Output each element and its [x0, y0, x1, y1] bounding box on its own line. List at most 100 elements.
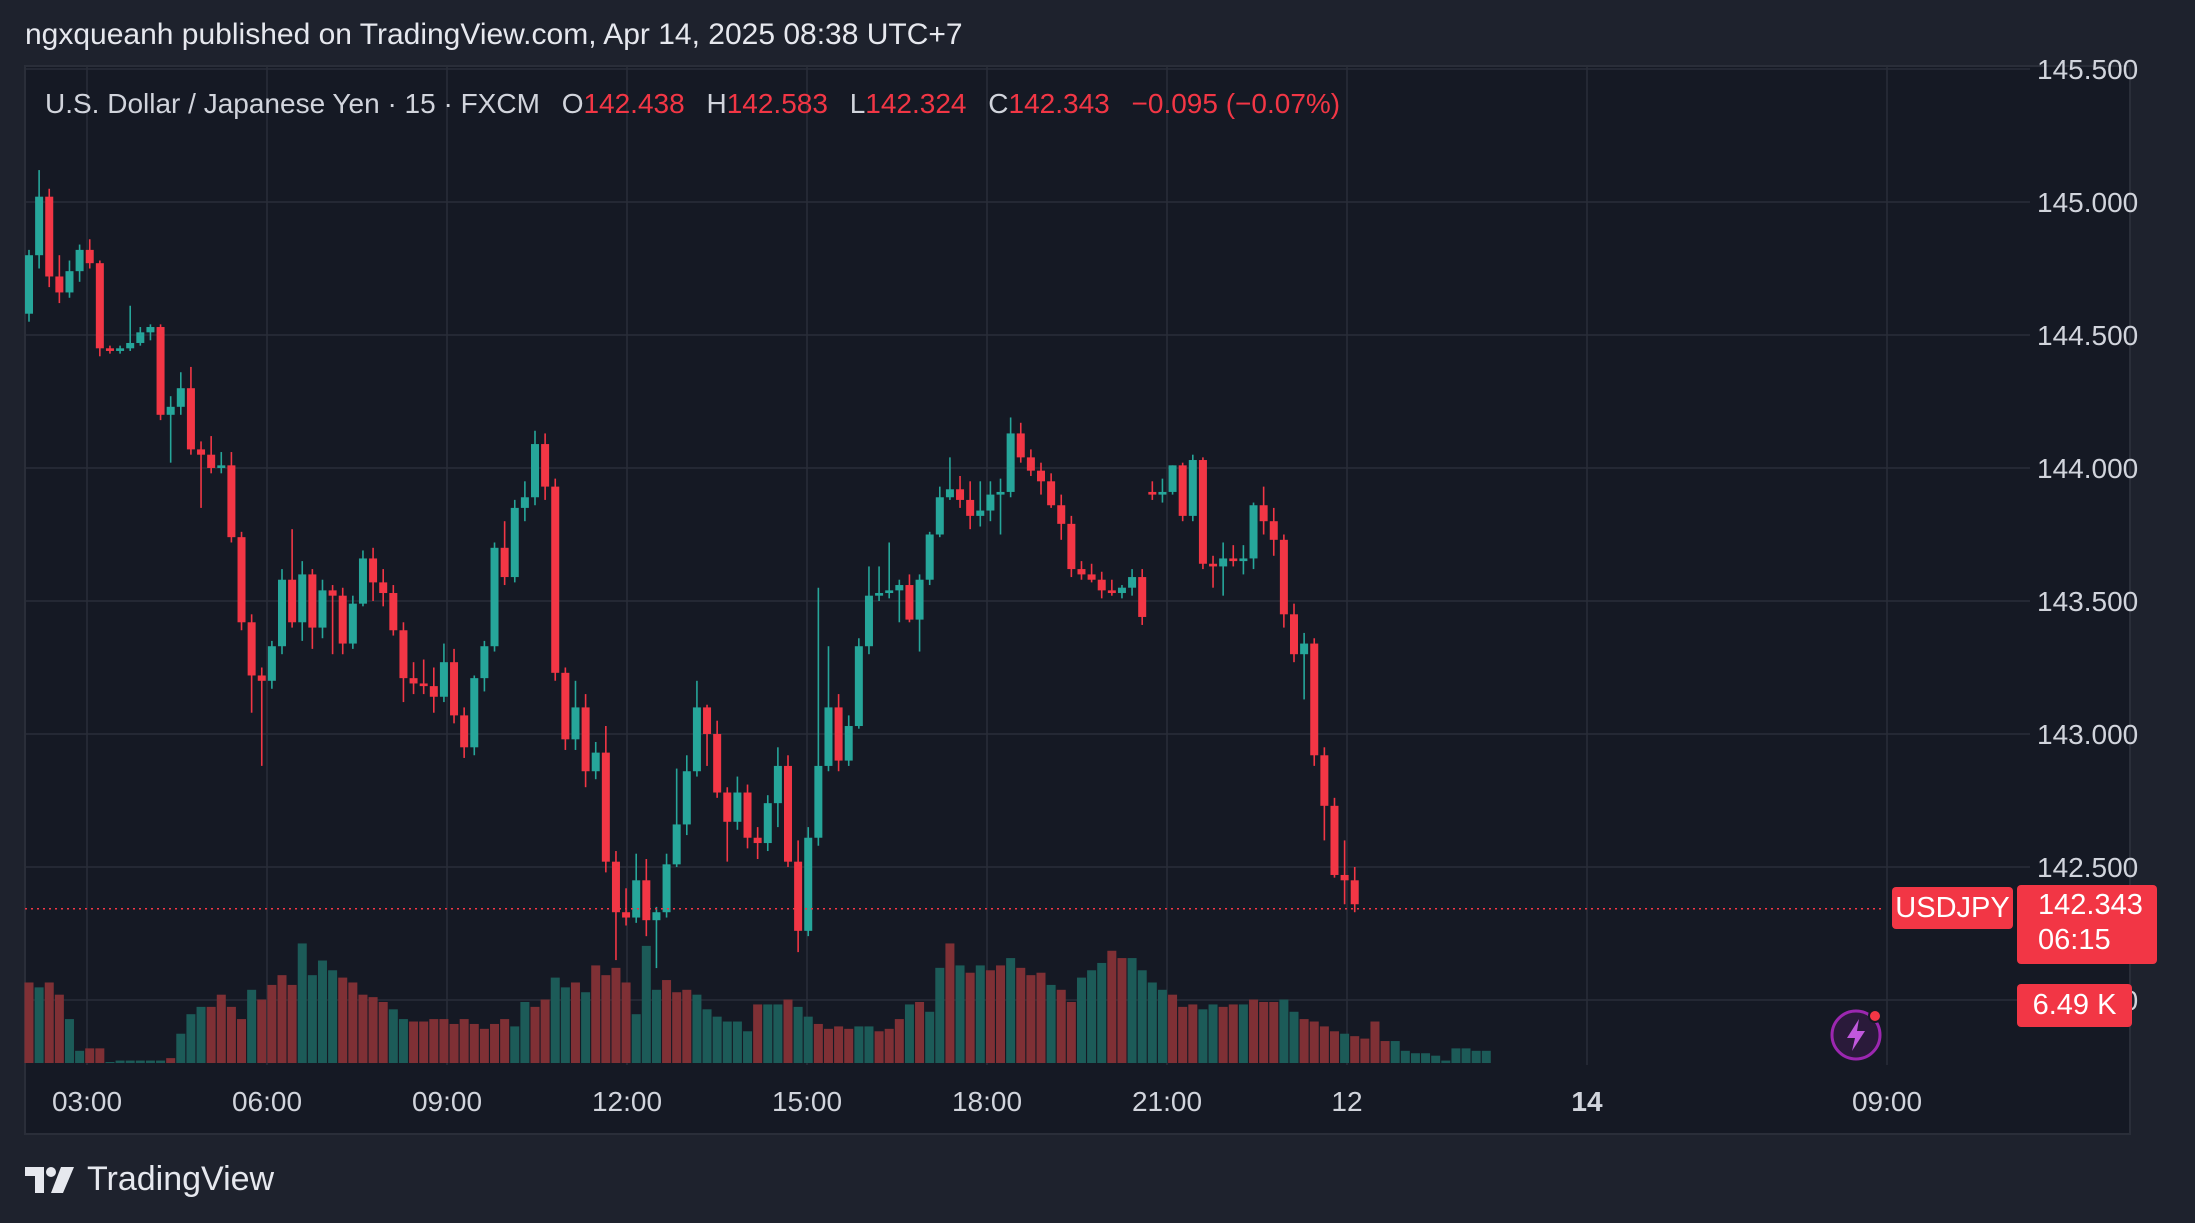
- volume-bar: [834, 1026, 844, 1063]
- volume-bar: [125, 1060, 135, 1063]
- volume-bar: [226, 1006, 236, 1063]
- candle-body: [713, 734, 722, 793]
- time-axis[interactable]: 03:00 06:00 09:00 12:00 15:00 18:00 21:00 12 14 0…: [52, 1086, 1922, 1117]
- volume-bar: [1107, 950, 1117, 1063]
- volume-bar: [1087, 970, 1097, 1063]
- time-tick-label: 18:00: [952, 1086, 1022, 1117]
- candle-body: [1077, 569, 1086, 575]
- volume-bar: [1056, 989, 1066, 1063]
- publish-info: ngxqueanh published on TradingView.com, …: [25, 18, 963, 51]
- volume-bar: [145, 1060, 155, 1063]
- candle-body: [692, 707, 701, 772]
- volume-bar: [1137, 970, 1147, 1063]
- candle-body: [682, 771, 691, 825]
- volume-bar: [1340, 1033, 1350, 1063]
- high-value: 142.583: [726, 88, 828, 119]
- lightning-icon[interactable]: [1828, 1005, 1884, 1061]
- volume-bar: [64, 1019, 74, 1063]
- volume-bar: [1097, 962, 1107, 1063]
- volume-bar: [176, 1033, 186, 1063]
- volume-bar: [1188, 1004, 1198, 1063]
- candle-body: [1330, 805, 1339, 875]
- open-value: 142.438: [583, 88, 685, 119]
- open-label: O: [561, 88, 584, 119]
- candle-body: [1269, 521, 1278, 540]
- candle-body: [763, 803, 772, 844]
- candle-body: [338, 595, 347, 644]
- volume-bar: [570, 982, 580, 1063]
- volume-bar: [581, 992, 591, 1063]
- volume-bar: [449, 1023, 459, 1063]
- volume-bar: [894, 1019, 904, 1063]
- candle-body: [429, 686, 438, 697]
- symbol-tag: USDJPY: [1892, 887, 2013, 929]
- candle-body: [945, 489, 954, 498]
- last-price-tag: 142.343 06:15: [2017, 885, 2157, 964]
- candle-body: [1138, 577, 1147, 617]
- candle-body: [176, 388, 185, 407]
- candle-body: [126, 342, 135, 349]
- volume-bar: [510, 1026, 520, 1063]
- time-tick-label: 03:00: [52, 1086, 122, 1117]
- candle-body: [956, 489, 965, 500]
- volume-bar: [1036, 972, 1046, 1063]
- volume-bar: [287, 984, 297, 1063]
- candle-body: [116, 348, 125, 351]
- volume-bar: [409, 1021, 419, 1063]
- candle-body: [358, 558, 367, 604]
- volume-bar: [672, 992, 682, 1063]
- candle-body: [784, 765, 792, 862]
- candle-body: [743, 792, 752, 838]
- candle-body: [611, 861, 620, 913]
- volume-bar: [368, 997, 378, 1063]
- volume-bar: [621, 982, 631, 1063]
- volume-bar: [115, 1060, 125, 1063]
- volume-bar: [743, 1031, 753, 1063]
- price-tick-label: 143.000: [2037, 719, 2138, 750]
- volume-bar: [1168, 994, 1178, 1063]
- candle-body: [105, 348, 114, 351]
- candle-body: [55, 276, 64, 293]
- change-value: −0.095 (−0.07%): [1131, 88, 1341, 119]
- tradingview-logo[interactable]: TradingView: [25, 1160, 274, 1199]
- candle-body: [510, 507, 519, 578]
- low-value: 142.324: [865, 88, 967, 119]
- candle-body: [1229, 558, 1238, 562]
- bar-countdown: 06:15: [2038, 924, 2111, 956]
- volume-bar: [1370, 1021, 1380, 1063]
- candle-body: [773, 765, 782, 804]
- candle-body: [652, 912, 661, 921]
- volume-bar: [1238, 1004, 1248, 1063]
- volume-bar: [813, 1023, 823, 1063]
- candle-body: [65, 271, 74, 293]
- volume-bar: [631, 1014, 641, 1063]
- candle-body: [490, 547, 499, 647]
- volume-bar: [803, 1016, 813, 1063]
- volume-bar: [317, 960, 327, 1063]
- candle-body: [1097, 579, 1106, 591]
- candle-body: [864, 595, 873, 647]
- candle-body: [844, 726, 853, 761]
- volume-bar: [975, 965, 985, 1063]
- volume-bar: [783, 999, 793, 1063]
- candle-body: [470, 678, 479, 748]
- volume-bar: [1228, 1004, 1238, 1063]
- candle-body: [804, 837, 813, 931]
- volume-bar: [611, 967, 621, 1063]
- volume-tag: 6.49 K: [2017, 984, 2132, 1027]
- volume-bar: [338, 977, 348, 1063]
- volume-bar: [267, 984, 277, 1063]
- volume-bar: [955, 965, 965, 1063]
- candle-body: [1016, 433, 1025, 458]
- volume-bar: [1026, 975, 1036, 1063]
- volume-bar: [1410, 1053, 1420, 1063]
- volume-bar: [651, 989, 661, 1063]
- candle-body: [925, 534, 934, 580]
- volume-bar: [469, 1023, 479, 1063]
- candle-body: [409, 678, 418, 684]
- volume-bar: [1127, 958, 1137, 1063]
- time-tick-label: 15:00: [772, 1086, 842, 1117]
- candle-body: [632, 880, 641, 918]
- volume-bar: [297, 943, 307, 1063]
